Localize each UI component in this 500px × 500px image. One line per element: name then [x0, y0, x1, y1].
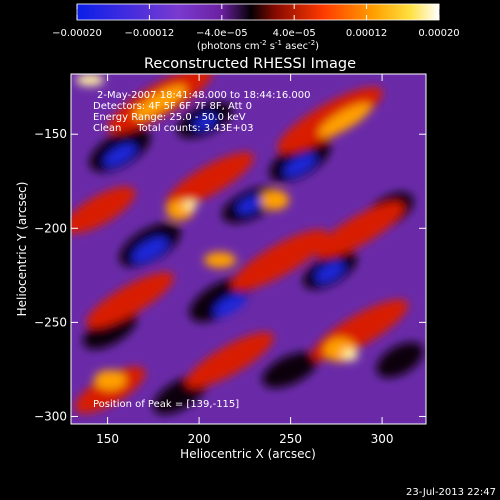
colorbar: −0.00020 −0.00012 −4.0e−05 4.0e−05 0.00012 0.… [52, 3, 460, 52]
colorbar-units: (photons cm-2 s-1 asec-2) [197, 39, 319, 52]
colorbar-tick-label: 4.0e−05 [273, 28, 316, 39]
detectors-annotation: Detectors: 4F 5F 6F 7F 8F, Att 0 [93, 101, 252, 112]
heatmap-image [71, 74, 426, 424]
x-axis-label: Heliocentric X (arcsec) [180, 447, 316, 461]
timestamp: 23-Jul-2013 22:47 [406, 487, 496, 498]
colorbar-frame [76, 3, 440, 21]
y-axis-label: Heliocentric Y (arcsec) [15, 182, 29, 317]
colorbar-ticks [76, 3, 440, 21]
y-axis-ticks: −150 −200 −250 −300 [34, 127, 426, 423]
x-tick-label: 200 [188, 432, 211, 446]
y-tick-label: −150 [34, 127, 67, 141]
colorbar-tick-label: −4.0e−05 [196, 28, 248, 39]
colorbar-tick-label: −0.00020 [52, 28, 102, 39]
chart-title: Reconstructed RHESSI Image [144, 56, 356, 72]
x-axis-ticks: 150 200 250 300 [96, 74, 394, 446]
y-tick-label: −300 [34, 409, 67, 423]
peak-annotation: Position of Peak = [139,-115] [93, 399, 239, 410]
plot-frame [70, 73, 427, 425]
clean-annotation: Clean Total counts: 3.43E+03 [93, 123, 253, 134]
colorbar-gradient [77, 4, 439, 20]
x-tick-label: 150 [96, 432, 119, 446]
x-tick-label: 250 [279, 432, 302, 446]
time-annotation: 2-May-2007 18:41:48.000 to 18:44:16.000 [97, 90, 310, 101]
energy-annotation: Energy Range: 25.0 - 50.0 keV [93, 112, 246, 123]
colorbar-tick-label: −0.00012 [125, 28, 175, 39]
y-tick-label: −200 [34, 221, 67, 235]
colorbar-tick-label: 0.00020 [418, 28, 459, 39]
colorbar-tick-label: 0.00012 [346, 28, 387, 39]
x-tick-label: 300 [371, 432, 394, 446]
y-tick-label: −250 [34, 315, 67, 329]
colorbar-labels: −0.00020 −0.00012 −4.0e−05 4.0e−05 0.00012 0.… [52, 28, 460, 39]
